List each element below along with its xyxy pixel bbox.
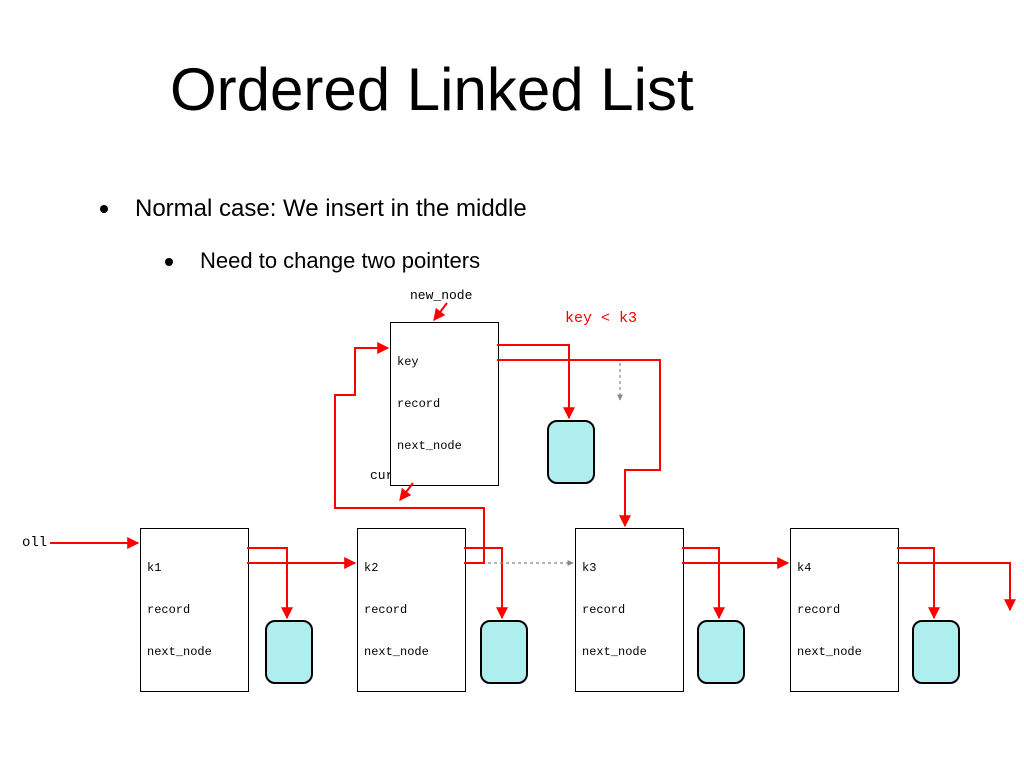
bullet-dot-1 [100,205,108,213]
label-oll: oll [22,535,47,551]
node-new-line0: key [397,355,492,369]
node-k4-line2: next_node [797,645,892,659]
node-k4-line1: record [797,603,892,617]
record-k1 [265,620,313,684]
node-new-line1: record [397,397,492,411]
node-new-line2: next_node [397,439,492,453]
arrow-k4_next [897,563,1010,610]
node-k2-line0: k2 [364,561,459,575]
node-k2: k2 record next_node [357,528,466,692]
record-k2 [480,620,528,684]
arrow-new_node_ptr [434,303,447,320]
arrow-k3_rec [682,548,719,618]
node-k2-line2: next_node [364,645,459,659]
node-k4: k4 record next_node [790,528,899,692]
node-k1-line1: record [147,603,242,617]
bullet-text-1: Normal case: We insert in the middle [135,195,527,223]
node-k2-line1: record [364,603,459,617]
node-k3: k3 record next_node [575,528,684,692]
record-k4 [912,620,960,684]
label-key-lt-k3: key < k3 [565,310,637,327]
arrow-k1_rec [247,548,287,618]
label-new-node: new_node [410,288,472,303]
bullet-text-2: Need to change two pointers [200,248,480,274]
arrow-k2_rec [464,548,502,618]
node-k3-line1: record [582,603,677,617]
bullet-dot-2 [165,258,173,266]
node-k1: k1 record next_node [140,528,249,692]
record-new [547,420,595,484]
node-k4-line0: k4 [797,561,892,575]
node-k1-line0: k1 [147,561,242,575]
node-k3-line0: k3 [582,561,677,575]
arrow-k4_rec [897,548,934,618]
arrow-new_rec [497,345,569,418]
node-new: key record next_node [390,322,499,486]
slide-stage: Ordered Linked List Normal case: We inse… [0,0,1024,768]
arrow-new_next_dash [497,360,620,400]
node-k1-line2: next_node [147,645,242,659]
record-k3 [697,620,745,684]
node-k3-line2: next_node [582,645,677,659]
page-title: Ordered Linked List [170,55,694,124]
